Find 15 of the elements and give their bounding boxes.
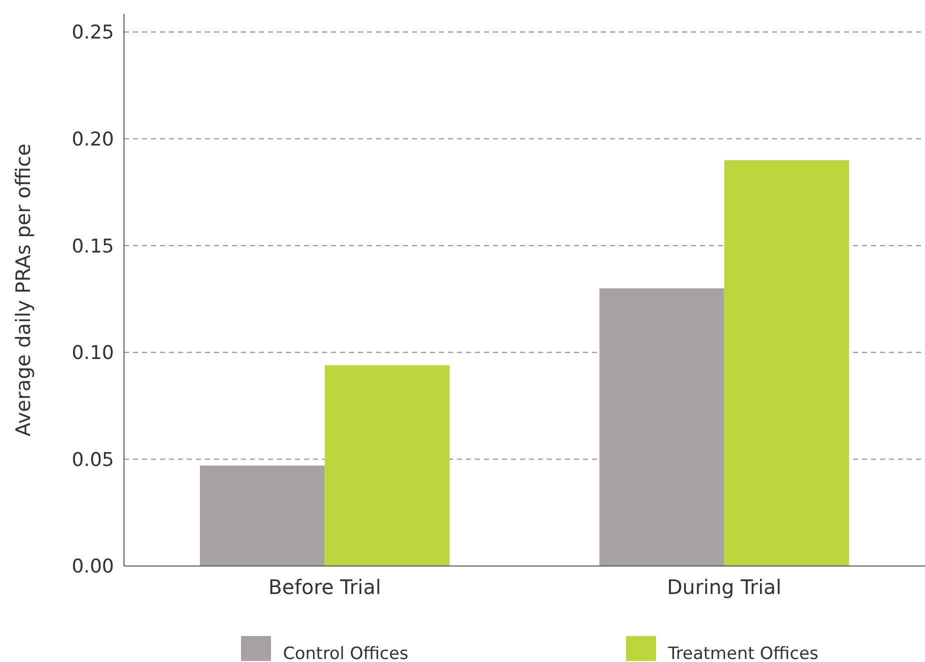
bar [324,365,450,566]
legend-label: Treatment Offices [667,644,819,662]
y-tick-label: 0.25 [72,22,114,44]
y-tick-label: 0.05 [72,448,114,471]
y-tick-label: 0.15 [72,235,114,258]
x-tick-label: During Trial [667,575,782,599]
bar [200,466,325,566]
y-tick-label: 0.20 [72,128,114,150]
legend-label: Control Offices [283,644,408,662]
bar [724,160,850,566]
x-tick-label: Before Trial [268,575,382,599]
y-tick-label: 0.00 [72,556,114,578]
y-tick-label: 0.10 [72,342,114,364]
bar [599,288,724,566]
y-axis-title: Average daily PRAs per office [11,144,35,436]
